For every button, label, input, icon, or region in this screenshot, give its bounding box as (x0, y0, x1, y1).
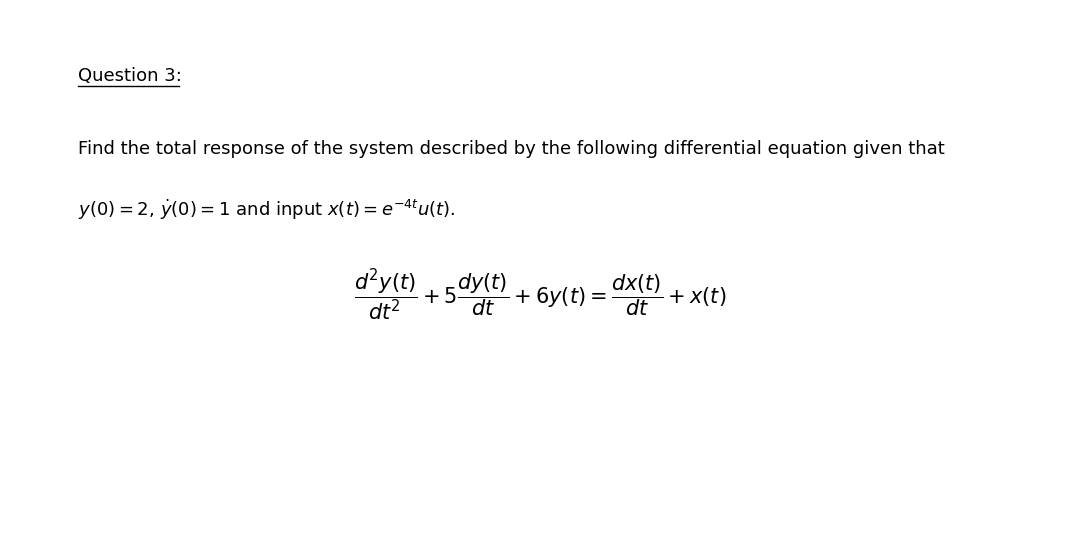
Text: $y(0) = 2,\, \dot{y}(0) = 1$ and input $x(t) = e^{-4t}u(t)$.: $y(0) = 2,\, \dot{y}(0) = 1$ and input $… (78, 198, 455, 223)
Text: $\dfrac{d^2y(t)}{dt^2} + 5\dfrac{dy(t)}{dt} + 6y(t) = \dfrac{dx(t)}{dt} + x(t)$: $\dfrac{d^2y(t)}{dt^2} + 5\dfrac{dy(t)}{… (354, 268, 726, 324)
Text: Find the total response of the system described by the following differential eq: Find the total response of the system de… (78, 140, 945, 157)
Text: Question 3:: Question 3: (78, 67, 181, 85)
